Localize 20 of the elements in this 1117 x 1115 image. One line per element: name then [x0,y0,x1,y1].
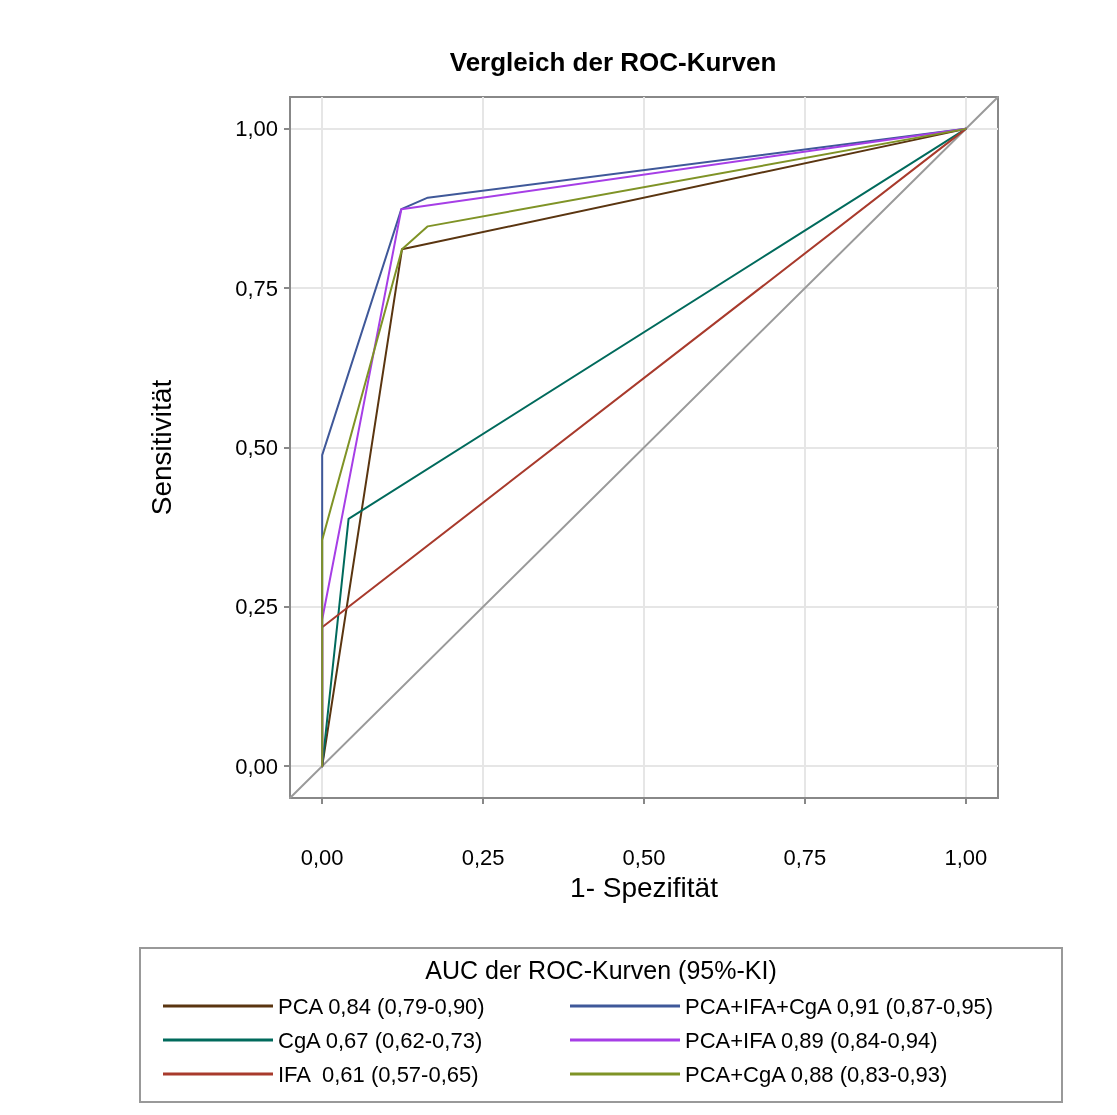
y-tick-label: 0,50 [235,435,278,460]
legend-title: AUC der ROC-Kurven (95%-KI) [425,956,777,984]
legend-label: PCA+IFA+CgA 0,91 (0,87-0,95) [685,993,994,1019]
chart-title: Vergleich der ROC-Kurven [449,47,777,77]
x-tick-label: 0,00 [300,844,344,870]
legend-label: PCA 0,84 (0,79-0,90) [278,993,485,1019]
y-tick-label: 0,75 [235,275,278,301]
y-tick-label: 1,00 [235,116,278,142]
legend-label: PCA+IFA 0,89 (0,84-0,94) [685,1027,938,1053]
x-tick-label: 1,00 [944,844,988,870]
legend-label: CgA 0,67 (0,62-0,73) [278,1027,483,1053]
legend-label: IFA 0,61 (0,57-0,65) [278,1061,479,1087]
x-tick-label: 0,25 [461,844,505,870]
x-tick-label: 0,50 [622,844,666,870]
y-axis-title: Sensitivität [145,379,177,516]
legend-label: PCA+CgA 0,88 (0,83-0,93) [685,1061,948,1087]
y-tick-label: 0,00 [235,753,278,779]
y-tick-label: 0,25 [235,594,278,620]
x-axis-title: 1- Spezifität [570,871,719,903]
x-tick-label: 0,75 [783,844,827,870]
